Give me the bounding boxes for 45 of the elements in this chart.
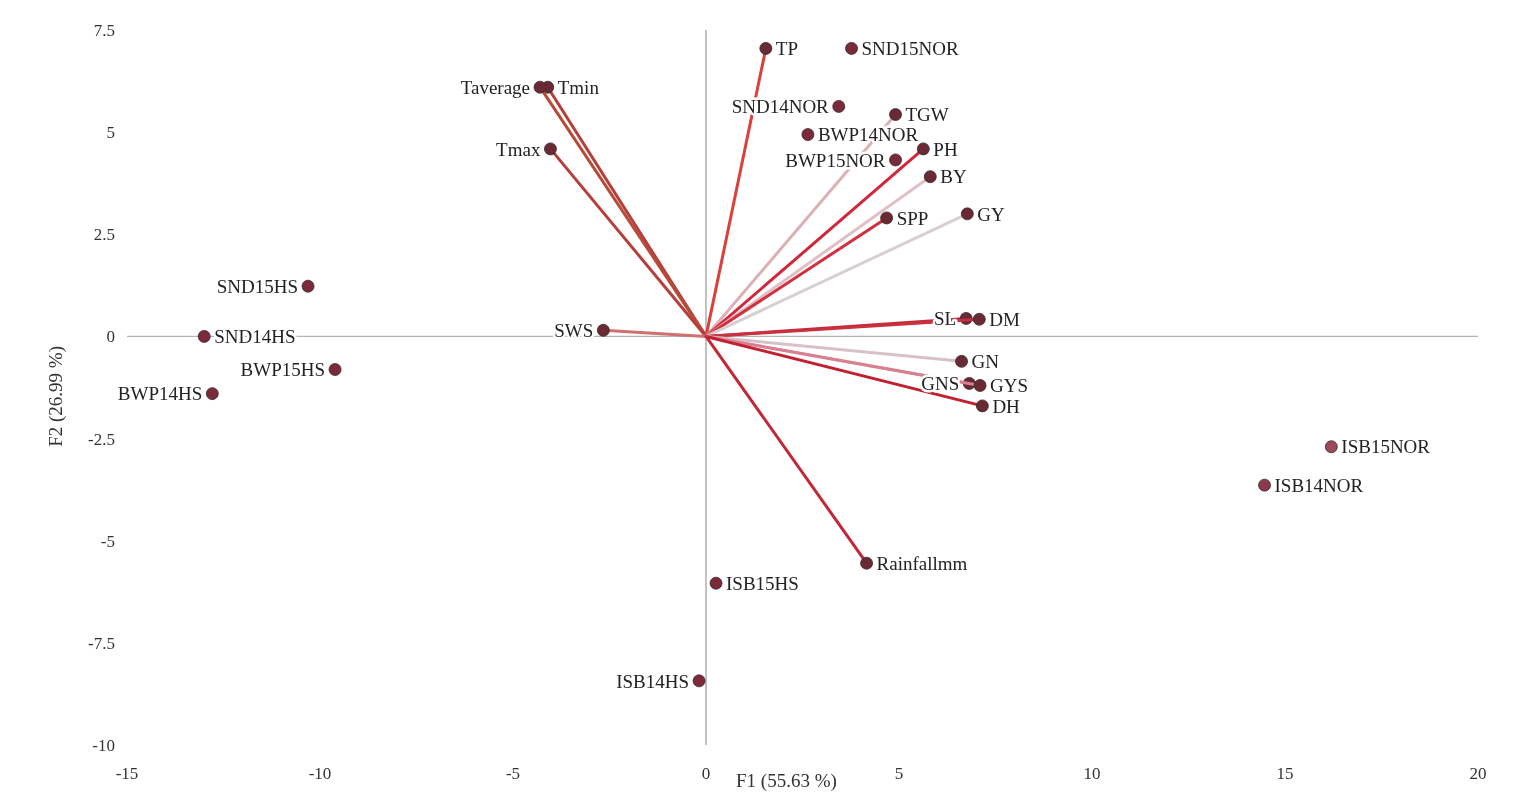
series-label: SND15HS <box>216 275 299 297</box>
series-label: Rainfallmm <box>876 552 968 574</box>
series-label: DH <box>992 395 1021 417</box>
y-tick-label: 2.5 <box>93 225 115 245</box>
x-tick-label: 5 <box>894 764 904 783</box>
series-label: ISB14HS <box>616 670 690 692</box>
y-axis-title: F2 (26.99 %) <box>45 346 67 447</box>
series-label: ISB15HS <box>726 572 799 594</box>
series-label: BWP14NOR <box>817 124 919 146</box>
y-tick-label: 5 <box>106 123 115 143</box>
y-tick-label: 7.5 <box>93 20 115 40</box>
y-tick-label: 0 <box>106 327 115 347</box>
series-label: TP <box>775 38 799 60</box>
series-label: GNS <box>921 373 960 395</box>
series-label: BWP15NOR <box>785 149 886 171</box>
y-tick-label: -10 <box>92 735 115 755</box>
series-label: SPP <box>896 207 929 229</box>
x-tick-label: 0 <box>701 764 711 783</box>
y-tick-label: -2.5 <box>88 429 115 449</box>
series-label: Taverage <box>460 76 531 98</box>
series-label: DM <box>989 308 1021 330</box>
series-label: SWS <box>554 319 594 341</box>
x-tick-label: -15 <box>115 764 139 783</box>
x-tick-label: 10 <box>1083 764 1101 783</box>
x-tick-label: -10 <box>308 764 332 783</box>
series-label: SND15NOR <box>861 38 959 60</box>
series-label: BWP14HS <box>117 383 203 405</box>
y-tick-label: -7.5 <box>88 633 115 653</box>
y-tick-label: -5 <box>100 531 115 551</box>
series-label: PH <box>933 138 958 160</box>
x-tick-label: -5 <box>505 764 521 783</box>
series-label: SND14HS <box>214 326 296 348</box>
series-label: GN <box>971 351 1000 372</box>
series-label: ISB15NOR <box>1341 436 1431 458</box>
series-label: BWP15HS <box>240 359 326 381</box>
x-tick-label: 20 <box>1469 764 1487 783</box>
x-axis-title: F1 (55.63 %) <box>736 770 837 792</box>
x-tick-label: 15 <box>1276 764 1294 783</box>
series-label: TGW <box>905 104 949 126</box>
series-label: Tmin <box>557 76 600 98</box>
series-label: Tmax <box>496 138 541 160</box>
series-label: BY <box>940 166 967 188</box>
series-label: ISB14NOR <box>1274 474 1364 496</box>
series-label: GY <box>977 203 1006 225</box>
series-label: GYS <box>990 375 1029 397</box>
